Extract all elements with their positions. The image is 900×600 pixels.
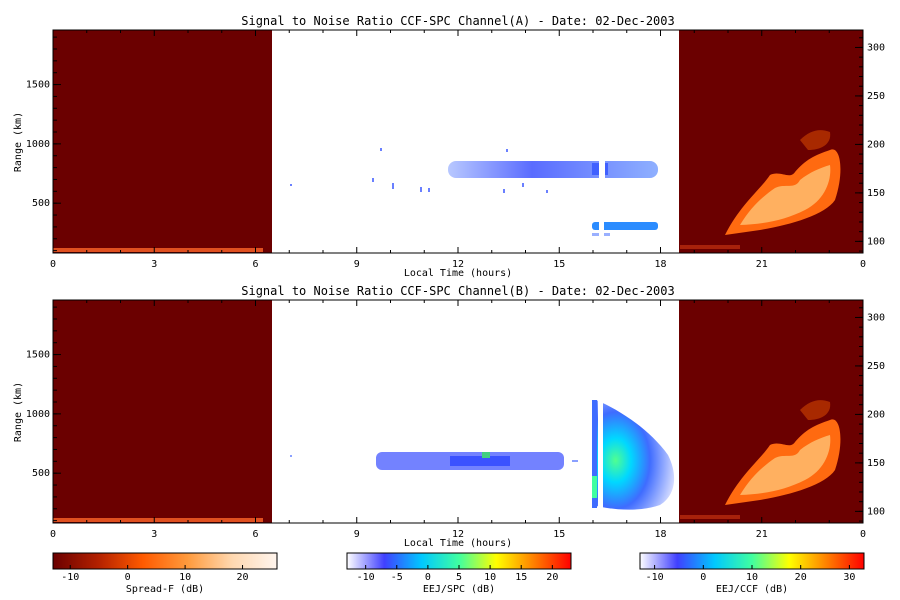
colorbar-tick-label: 0 <box>700 572 706 583</box>
panel-a: Signal to Noise Ratio CCF-SPC Channel(A)… <box>13 14 885 279</box>
panel-b-echo-gap <box>598 395 603 510</box>
panel-a-spreadf-trace-right <box>680 245 740 249</box>
colorbar-tick-label: 10 <box>179 572 191 583</box>
panel-b: Signal to Noise Ratio CCF-SPC Channel(B)… <box>13 284 885 549</box>
colorbar-tick-label: 20 <box>546 572 558 583</box>
y-tick-label: 1500 <box>26 350 50 361</box>
panel-a-echo-low-gap <box>599 218 604 238</box>
colorbar-tick-label: 0 <box>425 572 431 583</box>
y-right-tick-label: 200 <box>867 409 885 420</box>
panel-a-axes: 0 3 6 9 12 15 18 21 0 500 1000 1500 100 150 200 250 300 <box>26 30 885 270</box>
y-right-tick-label: 300 <box>867 312 885 323</box>
panel-b-ylabel: Range (km) <box>13 382 24 442</box>
panel-b-echo-specks <box>290 455 578 462</box>
y-tick-label: 500 <box>32 198 50 209</box>
panel-b-echo-band-green <box>482 452 490 458</box>
x-tick-label: 12 <box>452 529 464 540</box>
x-tick-label: 0 <box>50 259 56 270</box>
x-tick-label: 9 <box>354 259 360 270</box>
colorbar-tick-label: 20 <box>795 572 807 583</box>
x-tick-label: 9 <box>354 529 360 540</box>
x-tick-label: 3 <box>151 259 157 270</box>
colorbar-0 <box>52 552 278 570</box>
panel-b-spreadf-trace-left <box>53 518 263 522</box>
y-right-tick-label: 100 <box>867 236 885 247</box>
panel-b-spreadf-trace-right <box>680 515 740 519</box>
panel-a-title: Signal to Noise Ratio CCF-SPC Channel(A)… <box>241 14 674 28</box>
x-tick-label: 18 <box>654 259 666 270</box>
colorbar-tick-label: -10 <box>646 572 664 583</box>
y-tick-label: 500 <box>32 468 50 479</box>
panel-b-block-left <box>53 300 272 523</box>
colorbar-tick-label: -10 <box>357 572 375 583</box>
x-tick-label: 15 <box>553 529 565 540</box>
panel-a-echo-gap <box>599 150 605 190</box>
panel-b-xlabel: Local Time (hours) <box>404 538 512 549</box>
panel-b-echo-column <box>592 400 597 508</box>
colorbar-tick-label: 0 <box>125 572 131 583</box>
y-right-tick-label: 250 <box>867 91 885 102</box>
x-tick-label: 0 <box>860 259 866 270</box>
x-tick-label: 15 <box>553 259 565 270</box>
colorbar-label: EEJ/CCF (dB) <box>716 584 788 595</box>
y-right-tick-label: 100 <box>867 506 885 517</box>
y-right-tick-label: 300 <box>867 42 885 53</box>
panel-a-echo-specks <box>290 148 548 193</box>
y-tick-label: 1500 <box>26 80 50 91</box>
panel-b-title: Signal to Noise Ratio CCF-SPC Channel(B)… <box>241 284 674 298</box>
y-right-tick-label: 150 <box>867 188 885 199</box>
panel-a-echo-low <box>592 222 658 230</box>
panel-a-plume <box>725 130 841 235</box>
panel-a-block-left <box>53 30 272 253</box>
panel-a-ylabel: Range (km) <box>13 112 24 172</box>
colorbar-tick-label: -5 <box>391 572 403 583</box>
y-tick-label: 1000 <box>26 409 50 420</box>
panel-b-echo-col-green <box>592 476 597 498</box>
y-right-tick-label: 250 <box>867 361 885 372</box>
colorbar-label: EEJ/SPC (dB) <box>423 584 495 595</box>
colorbar-tick-label: 10 <box>484 572 496 583</box>
panel-a-echo-main <box>448 161 658 178</box>
panel-b-echo-plume <box>596 400 675 510</box>
colorbar-tick-label: -10 <box>61 572 79 583</box>
y-right-tick-label: 150 <box>867 458 885 469</box>
x-tick-label: 21 <box>756 529 768 540</box>
x-tick-label: 0 <box>50 529 56 540</box>
colorbar-tick-label: 5 <box>456 572 462 583</box>
colorbar-tick-label: 20 <box>237 572 249 583</box>
colorbar-tick-label: 30 <box>843 572 855 583</box>
panel-b-axes: 0 3 6 9 12 15 18 21 0 500 1000 1500 100 150 200 250 300 <box>26 300 885 540</box>
x-tick-label: 3 <box>151 529 157 540</box>
x-tick-label: 0 <box>860 529 866 540</box>
x-tick-label: 6 <box>252 529 258 540</box>
x-tick-label: 18 <box>654 529 666 540</box>
x-tick-label: 12 <box>452 259 464 270</box>
x-tick-label: 21 <box>756 259 768 270</box>
panel-b-plume <box>725 400 841 505</box>
panel-a-spreadf-trace-left <box>53 248 263 252</box>
y-tick-label: 1000 <box>26 139 50 150</box>
panel-b-echo-band-core <box>450 456 510 466</box>
colorbar-label: Spread-F (dB) <box>126 584 204 595</box>
x-tick-label: 6 <box>252 259 258 270</box>
colorbar-tick-label: 15 <box>515 572 527 583</box>
y-right-tick-label: 200 <box>867 139 885 150</box>
panel-a-xlabel: Local Time (hours) <box>404 268 512 279</box>
colorbars: -10 0 10 20 Spread-F (dB) -10 -5 0 5 10 15 20 EEJ/SP… <box>52 552 865 595</box>
colorbar-tick-label: 10 <box>746 572 758 583</box>
